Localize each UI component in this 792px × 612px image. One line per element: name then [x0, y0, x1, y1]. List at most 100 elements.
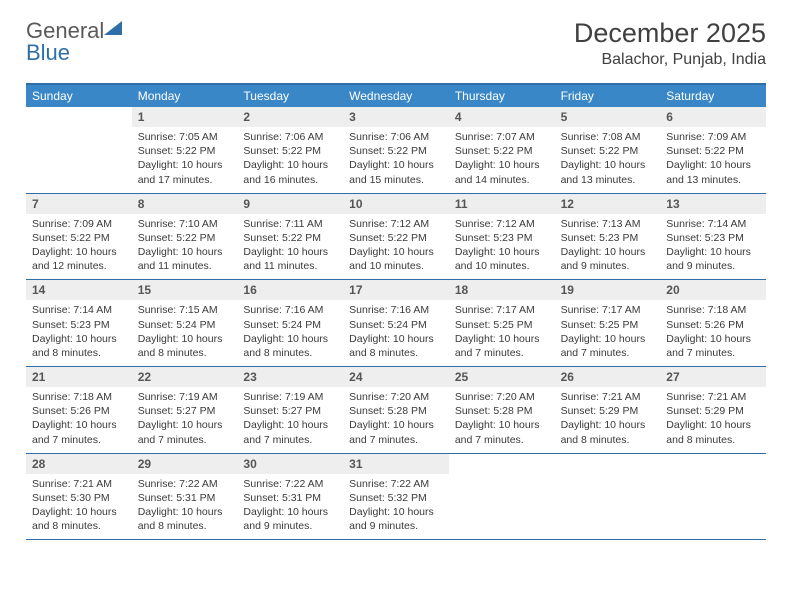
daylight-text: Daylight: 10 hours and 13 minutes.: [666, 158, 760, 186]
sunset-text: Sunset: 5:22 PM: [666, 144, 760, 158]
sunset-text: Sunset: 5:23 PM: [561, 231, 655, 245]
day-number: 19: [555, 280, 661, 300]
sunset-text: Sunset: 5:30 PM: [32, 491, 126, 505]
sunset-text: Sunset: 5:27 PM: [138, 404, 232, 418]
day-details: Sunrise: 7:21 AMSunset: 5:29 PMDaylight:…: [555, 387, 661, 453]
daylight-text: Daylight: 10 hours and 16 minutes.: [243, 158, 337, 186]
calendar-cell: 19Sunrise: 7:17 AMSunset: 5:25 PMDayligh…: [555, 280, 661, 366]
sunrise-text: Sunrise: 7:09 AM: [32, 217, 126, 231]
calendar-body: 1Sunrise: 7:05 AMSunset: 5:22 PMDaylight…: [26, 107, 766, 540]
sunset-text: Sunset: 5:31 PM: [243, 491, 337, 505]
sunrise-text: Sunrise: 7:13 AM: [561, 217, 655, 231]
sunset-text: Sunset: 5:22 PM: [243, 144, 337, 158]
day-details: Sunrise: 7:22 AMSunset: 5:32 PMDaylight:…: [343, 474, 449, 540]
logo-text-blue: Blue: [26, 40, 70, 66]
calendar-cell: 15Sunrise: 7:15 AMSunset: 5:24 PMDayligh…: [132, 280, 238, 366]
calendar-week: 21Sunrise: 7:18 AMSunset: 5:26 PMDayligh…: [26, 367, 766, 454]
calendar-cell: 17Sunrise: 7:16 AMSunset: 5:24 PMDayligh…: [343, 280, 449, 366]
day-number: 25: [449, 367, 555, 387]
daylight-text: Daylight: 10 hours and 9 minutes.: [349, 505, 443, 533]
sunrise-text: Sunrise: 7:18 AM: [32, 390, 126, 404]
sunrise-text: Sunrise: 7:16 AM: [349, 303, 443, 317]
sunset-text: Sunset: 5:23 PM: [455, 231, 549, 245]
day-details: Sunrise: 7:22 AMSunset: 5:31 PMDaylight:…: [237, 474, 343, 540]
day-details: Sunrise: 7:06 AMSunset: 5:22 PMDaylight:…: [343, 127, 449, 193]
calendar-week: 28Sunrise: 7:21 AMSunset: 5:30 PMDayligh…: [26, 454, 766, 541]
day-details: Sunrise: 7:21 AMSunset: 5:29 PMDaylight:…: [660, 387, 766, 453]
day-number: 13: [660, 194, 766, 214]
calendar-cell: [660, 454, 766, 540]
day-number: 29: [132, 454, 238, 474]
calendar: Sunday Monday Tuesday Wednesday Thursday…: [26, 83, 766, 540]
daylight-text: Daylight: 10 hours and 7 minutes.: [243, 418, 337, 446]
calendar-cell: 23Sunrise: 7:19 AMSunset: 5:27 PMDayligh…: [237, 367, 343, 453]
dayname-sunday: Sunday: [26, 85, 132, 107]
daylight-text: Daylight: 10 hours and 7 minutes.: [561, 332, 655, 360]
sunrise-text: Sunrise: 7:07 AM: [455, 130, 549, 144]
day-details: Sunrise: 7:16 AMSunset: 5:24 PMDaylight:…: [343, 300, 449, 366]
sunset-text: Sunset: 5:22 PM: [561, 144, 655, 158]
sunrise-text: Sunrise: 7:18 AM: [666, 303, 760, 317]
sunset-text: Sunset: 5:24 PM: [243, 318, 337, 332]
dayname-row: Sunday Monday Tuesday Wednesday Thursday…: [26, 85, 766, 107]
calendar-cell: 2Sunrise: 7:06 AMSunset: 5:22 PMDaylight…: [237, 107, 343, 193]
sunrise-text: Sunrise: 7:22 AM: [349, 477, 443, 491]
calendar-cell: 9Sunrise: 7:11 AMSunset: 5:22 PMDaylight…: [237, 194, 343, 280]
sunset-text: Sunset: 5:22 PM: [32, 231, 126, 245]
calendar-cell: 27Sunrise: 7:21 AMSunset: 5:29 PMDayligh…: [660, 367, 766, 453]
day-number: 16: [237, 280, 343, 300]
sunset-text: Sunset: 5:22 PM: [138, 231, 232, 245]
day-details: Sunrise: 7:20 AMSunset: 5:28 PMDaylight:…: [449, 387, 555, 453]
dayname-monday: Monday: [132, 85, 238, 107]
day-number: 26: [555, 367, 661, 387]
day-number: 3: [343, 107, 449, 127]
calendar-cell: 6Sunrise: 7:09 AMSunset: 5:22 PMDaylight…: [660, 107, 766, 193]
calendar-cell: 18Sunrise: 7:17 AMSunset: 5:25 PMDayligh…: [449, 280, 555, 366]
day-details: Sunrise: 7:12 AMSunset: 5:22 PMDaylight:…: [343, 214, 449, 280]
daylight-text: Daylight: 10 hours and 9 minutes.: [243, 505, 337, 533]
sunset-text: Sunset: 5:24 PM: [138, 318, 232, 332]
day-details: Sunrise: 7:18 AMSunset: 5:26 PMDaylight:…: [660, 300, 766, 366]
daylight-text: Daylight: 10 hours and 8 minutes.: [243, 332, 337, 360]
day-details: Sunrise: 7:13 AMSunset: 5:23 PMDaylight:…: [555, 214, 661, 280]
sunrise-text: Sunrise: 7:17 AM: [561, 303, 655, 317]
header: General December 2025 Balachor, Punjab, …: [0, 0, 792, 75]
sunrise-text: Sunrise: 7:14 AM: [32, 303, 126, 317]
calendar-cell: 24Sunrise: 7:20 AMSunset: 5:28 PMDayligh…: [343, 367, 449, 453]
sunrise-text: Sunrise: 7:05 AM: [138, 130, 232, 144]
calendar-cell: 31Sunrise: 7:22 AMSunset: 5:32 PMDayligh…: [343, 454, 449, 540]
daylight-text: Daylight: 10 hours and 7 minutes.: [349, 418, 443, 446]
sunset-text: Sunset: 5:28 PM: [455, 404, 549, 418]
daylight-text: Daylight: 10 hours and 8 minutes.: [138, 505, 232, 533]
daylight-text: Daylight: 10 hours and 17 minutes.: [138, 158, 232, 186]
calendar-cell: 8Sunrise: 7:10 AMSunset: 5:22 PMDaylight…: [132, 194, 238, 280]
calendar-week: 1Sunrise: 7:05 AMSunset: 5:22 PMDaylight…: [26, 107, 766, 194]
calendar-cell: [26, 107, 132, 193]
day-number: 23: [237, 367, 343, 387]
calendar-week: 14Sunrise: 7:14 AMSunset: 5:23 PMDayligh…: [26, 280, 766, 367]
sunset-text: Sunset: 5:25 PM: [455, 318, 549, 332]
sunrise-text: Sunrise: 7:22 AM: [243, 477, 337, 491]
day-number: 9: [237, 194, 343, 214]
day-details: Sunrise: 7:09 AMSunset: 5:22 PMDaylight:…: [26, 214, 132, 280]
calendar-cell: 16Sunrise: 7:16 AMSunset: 5:24 PMDayligh…: [237, 280, 343, 366]
location: Balachor, Punjab, India: [574, 51, 766, 69]
triangle-icon: [104, 21, 122, 35]
sunset-text: Sunset: 5:29 PM: [666, 404, 760, 418]
sunrise-text: Sunrise: 7:19 AM: [243, 390, 337, 404]
sunrise-text: Sunrise: 7:11 AM: [243, 217, 337, 231]
sunrise-text: Sunrise: 7:09 AM: [666, 130, 760, 144]
calendar-cell: 29Sunrise: 7:22 AMSunset: 5:31 PMDayligh…: [132, 454, 238, 540]
sunrise-text: Sunrise: 7:12 AM: [455, 217, 549, 231]
sunrise-text: Sunrise: 7:21 AM: [561, 390, 655, 404]
sunrise-text: Sunrise: 7:19 AM: [138, 390, 232, 404]
calendar-cell: [449, 454, 555, 540]
sunrise-text: Sunrise: 7:12 AM: [349, 217, 443, 231]
dayname-thursday: Thursday: [449, 85, 555, 107]
sunset-text: Sunset: 5:26 PM: [666, 318, 760, 332]
calendar-cell: 14Sunrise: 7:14 AMSunset: 5:23 PMDayligh…: [26, 280, 132, 366]
sunset-text: Sunset: 5:23 PM: [666, 231, 760, 245]
day-number: 22: [132, 367, 238, 387]
calendar-week: 7Sunrise: 7:09 AMSunset: 5:22 PMDaylight…: [26, 194, 766, 281]
day-number: 15: [132, 280, 238, 300]
